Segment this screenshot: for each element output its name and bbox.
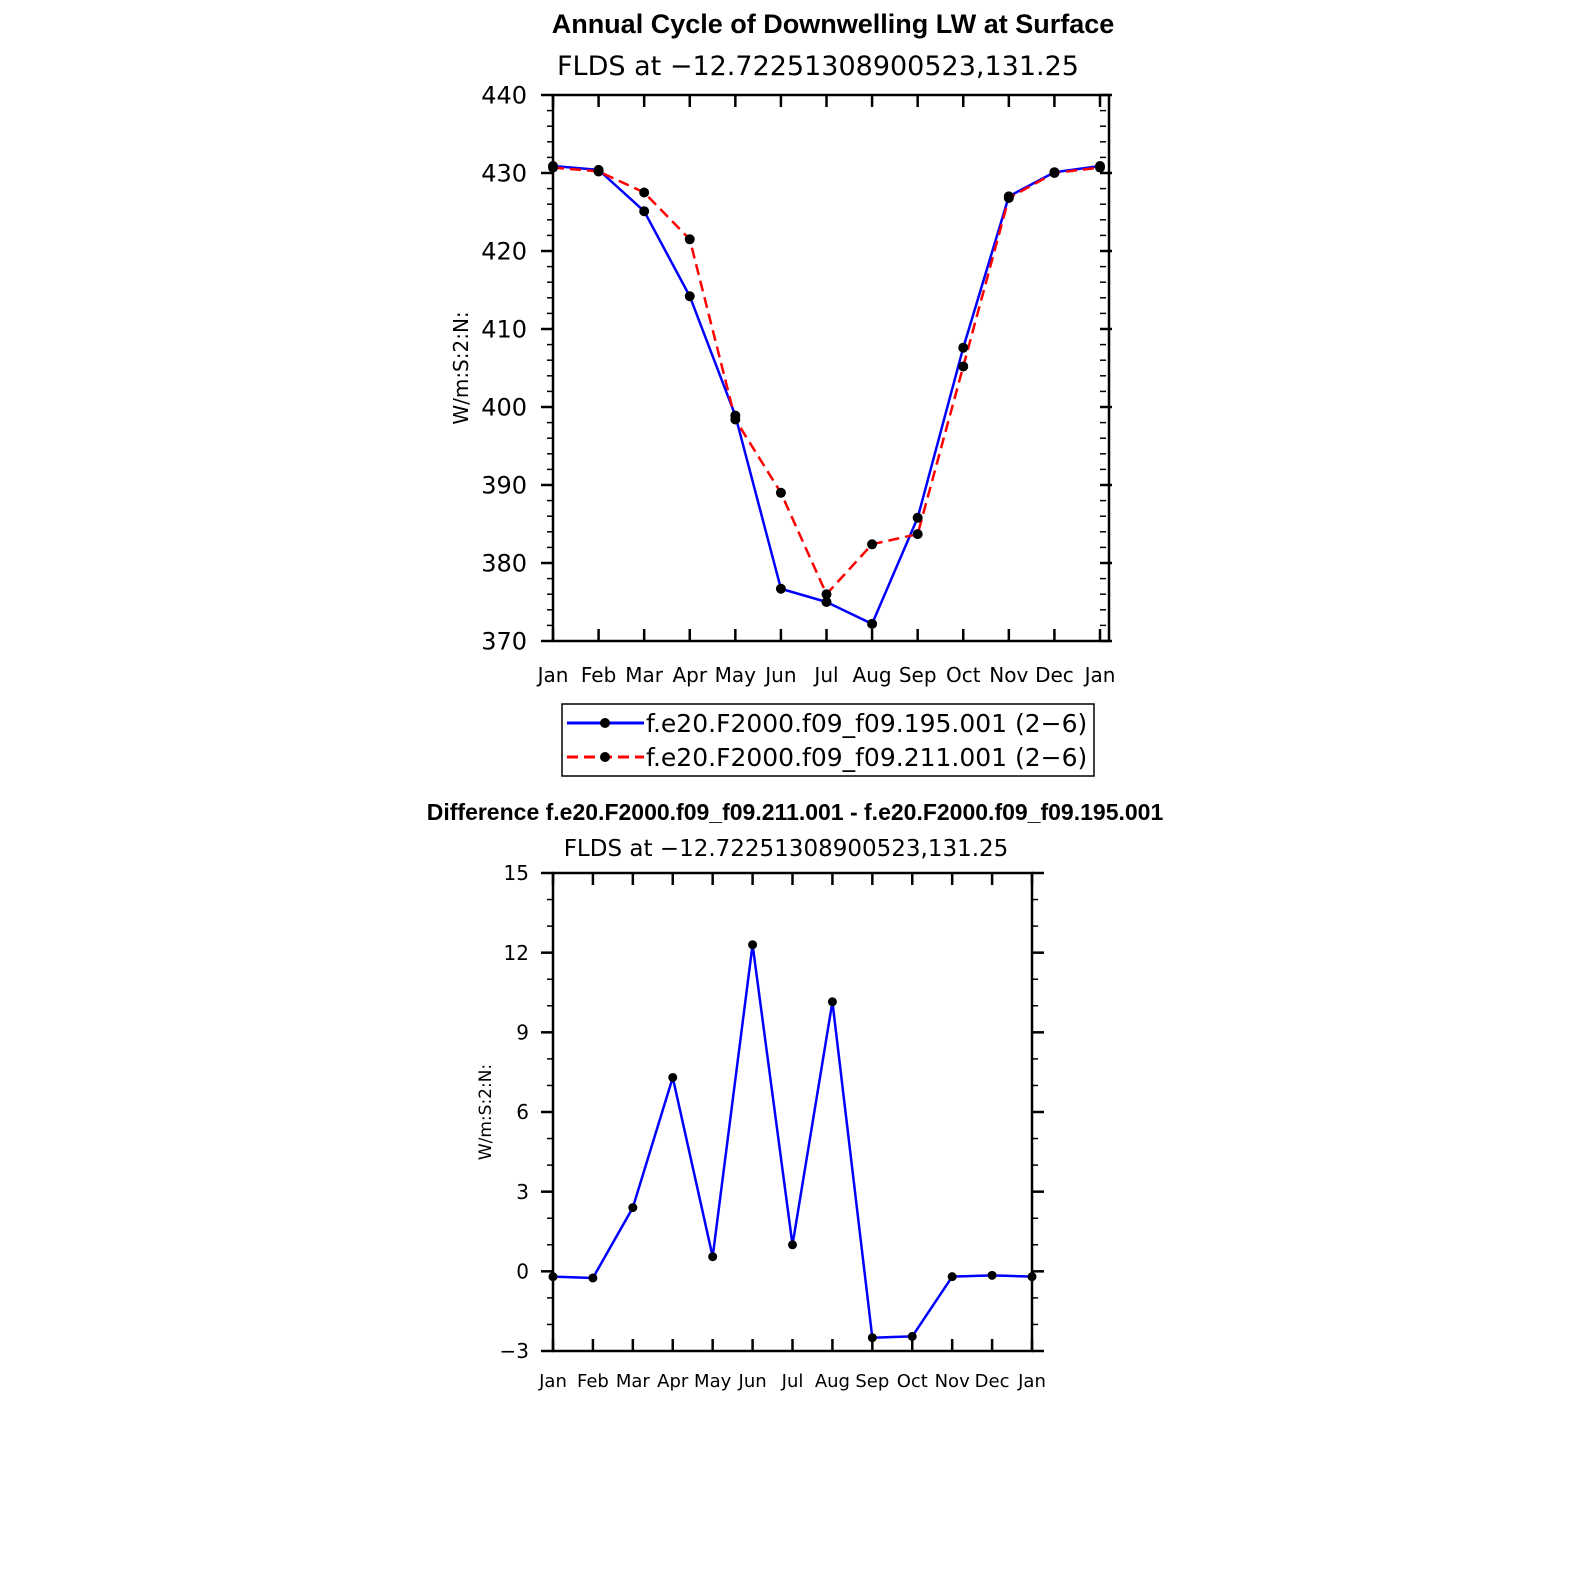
chart-title: Annual Cycle of Downwelling LW at Surfac… [552, 9, 1115, 39]
y-tick-label: 410 [481, 316, 527, 344]
data-point [987, 1270, 997, 1280]
y-tick-label: 380 [481, 550, 527, 578]
data-point [748, 940, 758, 950]
data-point [1003, 192, 1014, 203]
series-line-1 [552, 943, 1033, 1339]
x-tick-label: Jul [812, 663, 838, 687]
x-tick-label: Sep [899, 663, 937, 687]
legend-label-2: f.e20.F2000.f09_f09.211.001 (2−6) [646, 743, 1087, 772]
y-tick-label: −3 [500, 1339, 529, 1363]
x-tick-label: Oct [897, 1371, 928, 1392]
data-point [639, 187, 650, 198]
data-point [947, 1272, 957, 1282]
data-point [668, 1072, 678, 1082]
x-tick-label: Feb [577, 1371, 609, 1392]
data-point [708, 1252, 718, 1262]
x-tick-label: Dec [975, 1371, 1010, 1392]
y-tick-label: 400 [481, 394, 527, 422]
data-point [593, 166, 604, 177]
x-tick-label: Dec [1035, 663, 1074, 687]
x-tick-label: May [694, 1371, 732, 1392]
y-axis-label: W/m:S:2:N: [476, 1064, 496, 1160]
x-tick-label: Jan [538, 1371, 567, 1392]
data-point [684, 234, 695, 245]
chart-subtitle: FLDS at −12.72251308900523,131.25 [564, 836, 1009, 862]
x-tick-label: Nov [935, 1371, 970, 1392]
x-tick-label: Jan [536, 663, 569, 687]
data-point [907, 1331, 917, 1341]
y-tick-label: 0 [516, 1260, 529, 1284]
y-tick-label: 15 [504, 861, 529, 885]
x-tick-label: Jun [763, 663, 796, 687]
data-point [827, 997, 837, 1007]
x-tick-label: Aug [853, 663, 892, 687]
series-line-1 [552, 164, 1101, 626]
plot-frame [551, 871, 1034, 1353]
data-point [628, 1203, 638, 1213]
data-point [588, 1273, 598, 1283]
x-tick-label: Apr [672, 663, 707, 687]
data-point [684, 291, 695, 302]
data-point [1049, 168, 1060, 178]
y-tick-label: 420 [481, 238, 527, 266]
data-point [867, 618, 878, 629]
y-tick-label: 12 [504, 941, 529, 965]
y-tick-label: 6 [516, 1100, 529, 1124]
data-point [775, 583, 786, 594]
data-point [958, 361, 969, 372]
x-tick-label: May [715, 663, 757, 687]
series-line-2 [552, 166, 1101, 596]
legend-marker-1 [600, 718, 610, 728]
chart-subtitle: FLDS at −12.72251308900523,131.25 [557, 51, 1079, 82]
data-point [958, 342, 969, 353]
y-tick-label: 430 [481, 160, 527, 188]
y-tick-label: 440 [481, 82, 527, 110]
y-tick-label: 370 [481, 628, 527, 656]
data-point [730, 414, 741, 425]
x-tick-label: Jul [781, 1371, 804, 1392]
x-tick-label: Nov [989, 663, 1028, 687]
data-point [821, 597, 832, 607]
x-tick-label: Jan [1017, 1371, 1046, 1392]
data-point [821, 589, 832, 600]
legend-box [561, 703, 1095, 777]
x-tick-label: Aug [815, 1371, 850, 1392]
y-tick-label: 390 [481, 472, 527, 500]
annual-cycle-chart: Annual Cycle of Downwelling LW at Surfac… [449, 9, 1116, 777]
x-tick-label: Mar [616, 1371, 651, 1392]
x-tick-label: Feb [581, 663, 616, 687]
plot-frame [551, 93, 1111, 643]
chart-title: Difference f.e20.F2000.f09_f09.211.001 -… [427, 799, 1164, 825]
legend: f.e20.F2000.f09_f09.195.001 (2−6) f.e20.… [561, 703, 1095, 777]
data-point [867, 539, 878, 550]
data-point [1095, 162, 1105, 173]
data-point [639, 206, 650, 217]
data-point [912, 512, 923, 523]
data-point [775, 487, 786, 498]
x-tick-label: Jun [738, 1371, 767, 1392]
x-tick-label: Apr [657, 1371, 689, 1392]
x-tick-label: Jan [1083, 663, 1116, 687]
legend-label-1: f.e20.F2000.f09_f09.195.001 (2−6) [646, 709, 1087, 738]
legend-marker-2 [600, 752, 610, 762]
y-tick-label: 9 [516, 1021, 529, 1045]
y-axis-label: W/m:S:2:N: [449, 311, 473, 424]
data-point [867, 1333, 877, 1343]
data-point [912, 529, 923, 540]
x-tick-label: Oct [946, 663, 981, 687]
x-tick-label: Sep [855, 1371, 889, 1392]
difference-chart: Difference f.e20.F2000.f09_f09.211.001 -… [427, 799, 1164, 1392]
data-point [788, 1240, 797, 1250]
x-tick-label: Mar [625, 663, 664, 687]
y-tick-label: 3 [516, 1180, 529, 1204]
